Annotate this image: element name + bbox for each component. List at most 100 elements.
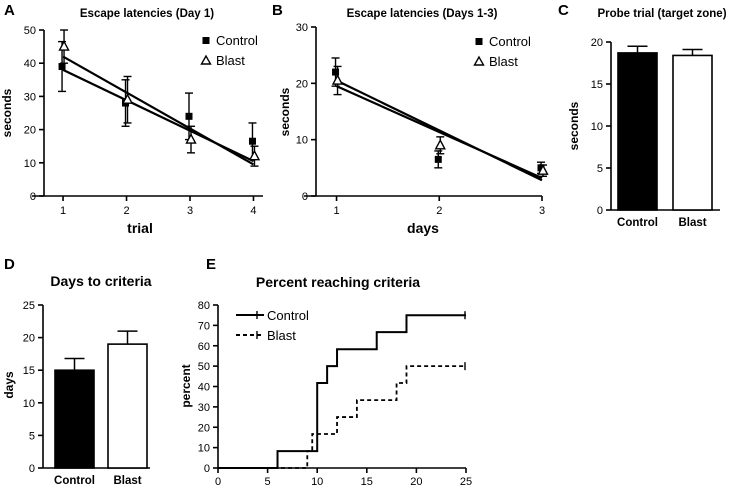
chart-title: Probe trial (target zone)	[597, 8, 726, 20]
data-point	[58, 63, 66, 71]
chart-title: Percent reaching criteria	[256, 274, 420, 290]
panel-letter-d: D	[4, 256, 15, 273]
legend-label: Control	[489, 34, 531, 49]
x-tick-label: 10	[311, 476, 323, 487]
legend: Control Blast	[236, 308, 309, 343]
category-label: Control	[617, 217, 658, 229]
panel-a: 0 10 20 30 40 50 1 2 3 4 Escape latencies (Day 1) t…	[0, 8, 263, 236]
fit-line	[336, 79, 543, 182]
y-tick-label: 5	[29, 430, 35, 442]
bar-control	[54, 369, 95, 469]
panel-letter-e: E	[206, 256, 216, 273]
survival-curve-control	[218, 314, 466, 469]
x-tick-label: 3	[187, 205, 193, 217]
category-label: Blast	[678, 217, 706, 229]
y-tick-label: 50	[24, 25, 36, 37]
y-tick-label: 10	[296, 135, 308, 147]
chart-title: Escape latencies (Days 1-3)	[347, 8, 498, 20]
data-point	[248, 137, 256, 145]
x-tick-label: 1	[333, 205, 339, 217]
y-tick-label: 0	[597, 205, 603, 217]
y-tick-label: 40	[24, 58, 36, 70]
bar-blast	[672, 54, 713, 211]
chart-title: Days to criteria	[50, 273, 151, 289]
y-tick-label: 20	[591, 37, 603, 49]
x-axis-label: trial	[127, 220, 153, 236]
data-point	[248, 149, 261, 161]
category-label: Control	[54, 475, 95, 487]
panel-b: 0 10 20 30 1 2 3 Escape latencies (Days 1-3) day…	[278, 8, 549, 236]
data-point	[185, 133, 197, 144]
x-tick-label: 20	[410, 476, 422, 487]
series-control	[331, 57, 545, 179]
legend-marker	[473, 55, 485, 66]
legend-marker	[202, 37, 210, 44]
data-point	[58, 40, 70, 51]
legend-label: Blast	[489, 54, 518, 69]
x-tick-label: 15	[361, 476, 373, 487]
y-tick-label: 70	[198, 320, 210, 332]
y-tick-label: 0	[29, 463, 35, 475]
panel-d: 0 5 10 15 20 25 Days to criteria days Control Bla…	[2, 273, 152, 487]
y-axis-label: seconds	[278, 87, 292, 136]
legend: Control Blast	[200, 33, 258, 68]
data-point	[331, 74, 344, 85]
legend-label: Control	[267, 308, 309, 323]
data-point	[434, 138, 446, 150]
x-tick-label: 2	[436, 205, 442, 217]
y-tick-label: 10	[591, 121, 603, 133]
legend-label: Blast	[216, 53, 245, 68]
y-tick-label: 15	[591, 79, 603, 91]
legend-marker	[200, 54, 212, 65]
y-tick-label: 10	[198, 443, 210, 455]
data-point	[537, 164, 549, 175]
panel-c: 0 5 10 15 20 Probe trial (target zone) seconds…	[567, 8, 727, 229]
x-tick-label: 5	[265, 476, 271, 487]
bar-blast	[107, 343, 148, 469]
y-tick-label: 25	[23, 300, 35, 312]
y-axis-label: percent	[179, 364, 193, 407]
y-tick-label: 5	[597, 163, 603, 175]
y-tick-label: 30	[198, 402, 210, 414]
data-point	[185, 112, 193, 120]
y-tick-label: 20	[198, 422, 210, 434]
x-tick-label: 1	[60, 205, 66, 217]
panel-letter-a: A	[4, 2, 15, 19]
legend: Control Blast	[473, 34, 531, 69]
legend-label: Blast	[267, 328, 296, 343]
x-tick-label: 0	[215, 476, 221, 487]
data-point	[332, 68, 340, 76]
y-tick-label: 0	[204, 463, 210, 475]
y-tick-label: 30	[24, 91, 36, 103]
series-blast	[58, 29, 261, 167]
y-tick-label: 60	[198, 341, 210, 353]
x-axis-label: days	[407, 220, 439, 236]
y-tick-label: 15	[23, 365, 35, 377]
data-point	[434, 155, 442, 163]
y-tick-label: 80	[198, 300, 210, 312]
x-tick-label: 2	[123, 205, 129, 217]
panel-e: 0 10 20 30 40 50 60 70 80 0 5 10 15 20 25 Percent reach…	[179, 274, 472, 487]
x-tick-label: 4	[250, 205, 256, 217]
y-tick-label: 30	[296, 22, 308, 34]
chart-title: Escape latencies (Day 1)	[80, 8, 214, 20]
data-point	[121, 93, 134, 104]
legend-label: Control	[216, 33, 258, 48]
series-blast	[331, 65, 549, 182]
x-tick-label: 25	[460, 476, 472, 487]
y-tick-label: 0	[302, 191, 308, 203]
fit-line	[62, 55, 255, 166]
category-label: Blast	[113, 475, 141, 487]
panel-letter-b: B	[272, 2, 283, 19]
y-axis-label: seconds	[0, 88, 14, 137]
data-point	[537, 164, 545, 172]
y-tick-label: 50	[198, 361, 210, 373]
y-tick-label: 20	[296, 78, 308, 90]
panel-letter-c: C	[558, 2, 569, 19]
x-tick-label: 3	[539, 205, 545, 217]
y-tick-label: 0	[30, 191, 36, 203]
y-tick-label: 10	[24, 158, 36, 170]
y-tick-label: 10	[23, 398, 35, 410]
y-axis-label: seconds	[567, 101, 581, 150]
